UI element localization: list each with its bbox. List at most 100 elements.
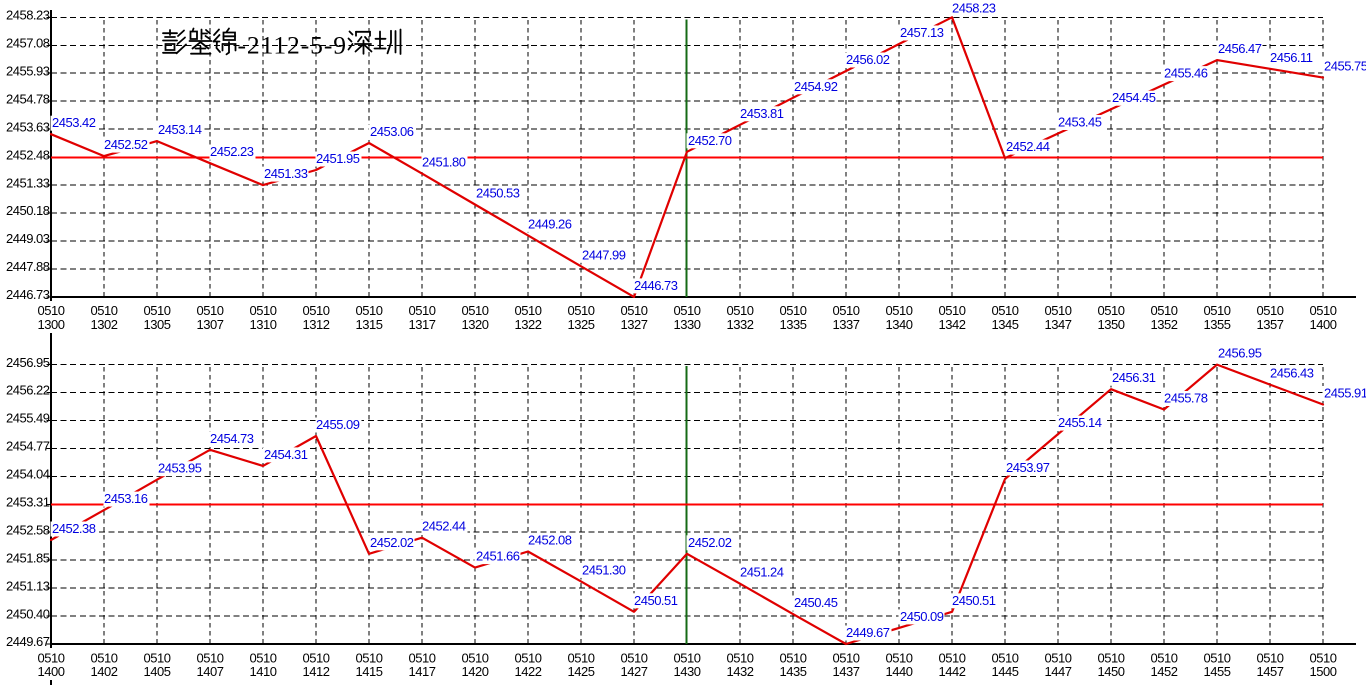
svg-text:0510: 0510 — [250, 303, 277, 318]
svg-text:1337: 1337 — [833, 317, 860, 332]
svg-text:2451.66: 2451.66 — [476, 549, 520, 564]
svg-text:2453.42: 2453.42 — [52, 115, 96, 130]
svg-text:2453.06: 2453.06 — [370, 124, 414, 139]
svg-text:0510: 0510 — [1045, 303, 1072, 318]
svg-text:1445: 1445 — [992, 664, 1019, 679]
svg-text:2447.88: 2447.88 — [6, 259, 50, 274]
svg-text:2456.11: 2456.11 — [1270, 50, 1313, 65]
svg-text:0510: 0510 — [197, 650, 224, 665]
svg-text:0510: 0510 — [780, 650, 807, 665]
svg-text:2454.45: 2454.45 — [1112, 90, 1156, 105]
svg-text:2456.02: 2456.02 — [846, 52, 890, 67]
svg-text:0510: 0510 — [568, 650, 595, 665]
svg-text:2451.80: 2451.80 — [422, 155, 466, 170]
svg-text:2452.02: 2452.02 — [370, 535, 414, 550]
svg-text:2451.33: 2451.33 — [264, 166, 308, 181]
svg-text:2455.75: 2455.75 — [1324, 59, 1366, 74]
svg-text:0510: 0510 — [1204, 303, 1231, 318]
svg-text:2454.78: 2454.78 — [6, 91, 50, 106]
svg-text:2455.93: 2455.93 — [6, 63, 50, 78]
svg-text:1407: 1407 — [197, 664, 224, 679]
svg-text:0510: 0510 — [992, 303, 1019, 318]
svg-text:2452.02: 2452.02 — [688, 535, 732, 550]
svg-text:2449.67: 2449.67 — [6, 634, 50, 649]
svg-text:2449.26: 2449.26 — [528, 216, 572, 231]
svg-text:2450.53: 2450.53 — [476, 186, 520, 201]
svg-text:1320: 1320 — [462, 317, 489, 332]
svg-text:0510: 0510 — [462, 303, 489, 318]
svg-text:1432: 1432 — [727, 664, 754, 679]
svg-text:1305: 1305 — [144, 317, 171, 332]
svg-text:2450.45: 2450.45 — [794, 595, 838, 610]
svg-text:1435: 1435 — [780, 664, 807, 679]
svg-text:2453.81: 2453.81 — [740, 106, 784, 121]
svg-text:2454.04: 2454.04 — [6, 467, 50, 482]
svg-text:0510: 0510 — [621, 650, 648, 665]
svg-text:1427: 1427 — [621, 664, 648, 679]
svg-text:2452.44: 2452.44 — [1006, 139, 1050, 154]
svg-text:1450: 1450 — [1098, 664, 1125, 679]
svg-text:0510: 0510 — [1098, 650, 1125, 665]
svg-text:2454.73: 2454.73 — [210, 431, 254, 446]
svg-text:0510: 0510 — [1098, 303, 1125, 318]
svg-text:2449.67: 2449.67 — [846, 625, 890, 640]
svg-text:0510: 0510 — [38, 650, 65, 665]
svg-text:2446.73: 2446.73 — [6, 287, 50, 302]
svg-text:2455.46: 2455.46 — [1164, 66, 1208, 81]
svg-text:1400: 1400 — [1310, 317, 1337, 332]
svg-text:2453.31: 2453.31 — [6, 495, 50, 510]
svg-text:2451.13: 2451.13 — [6, 578, 50, 593]
svg-text:0510: 0510 — [1204, 650, 1231, 665]
svg-text:0510: 0510 — [250, 650, 277, 665]
svg-text:1332: 1332 — [727, 317, 754, 332]
svg-text:1405: 1405 — [144, 664, 171, 679]
svg-text:2455.09: 2455.09 — [316, 417, 360, 432]
svg-text:2451.30: 2451.30 — [582, 562, 626, 577]
svg-text:0510: 0510 — [833, 650, 860, 665]
svg-text:2452.58: 2452.58 — [6, 522, 50, 537]
svg-text:0510: 0510 — [939, 650, 966, 665]
svg-text:2452.52: 2452.52 — [104, 137, 148, 152]
svg-text:1457: 1457 — [1257, 664, 1284, 679]
svg-text:2456.95: 2456.95 — [1218, 346, 1262, 361]
svg-text:2458.23: 2458.23 — [6, 8, 50, 23]
svg-text:1447: 1447 — [1045, 664, 1072, 679]
svg-text:2454.77: 2454.77 — [6, 439, 50, 454]
svg-text:2453.14: 2453.14 — [158, 122, 202, 137]
svg-text:1440: 1440 — [886, 664, 913, 679]
svg-text:2449.03: 2449.03 — [6, 231, 50, 246]
svg-text:2451.24: 2451.24 — [740, 565, 784, 580]
svg-text:1500: 1500 — [1310, 664, 1337, 679]
svg-text:2453.97: 2453.97 — [1006, 460, 1050, 475]
svg-text:2456.95: 2456.95 — [6, 355, 50, 370]
svg-text:0510: 0510 — [1151, 303, 1178, 318]
svg-text:1335: 1335 — [780, 317, 807, 332]
svg-text:2455.49: 2455.49 — [6, 411, 50, 426]
svg-text:2455.78: 2455.78 — [1164, 391, 1208, 406]
svg-text:2451.85: 2451.85 — [6, 550, 50, 565]
svg-text:2452.48: 2452.48 — [6, 147, 50, 162]
svg-text:1302: 1302 — [91, 317, 118, 332]
svg-text:0510: 0510 — [780, 303, 807, 318]
svg-text:2457.13: 2457.13 — [900, 25, 944, 40]
svg-text:2453.63: 2453.63 — [6, 119, 50, 134]
svg-text:1345: 1345 — [992, 317, 1019, 332]
svg-text:2452.23: 2452.23 — [210, 144, 254, 159]
svg-text:0510: 0510 — [515, 303, 542, 318]
svg-text:1315: 1315 — [356, 317, 383, 332]
svg-text:1312: 1312 — [303, 317, 330, 332]
svg-text:0510: 0510 — [1151, 650, 1178, 665]
svg-text:1400: 1400 — [38, 664, 65, 679]
svg-text:1327: 1327 — [621, 317, 648, 332]
svg-text:0510: 0510 — [1045, 650, 1072, 665]
svg-text:1420: 1420 — [462, 664, 489, 679]
svg-text:0510: 0510 — [515, 650, 542, 665]
svg-text:2450.51: 2450.51 — [634, 593, 678, 608]
svg-text:1342: 1342 — [939, 317, 966, 332]
svg-text:1347: 1347 — [1045, 317, 1072, 332]
svg-text:2456.43: 2456.43 — [1270, 366, 1314, 381]
svg-text:1357: 1357 — [1257, 317, 1284, 332]
svg-text:1325: 1325 — [568, 317, 595, 332]
svg-text:2450.40: 2450.40 — [6, 606, 50, 621]
svg-text:0510: 0510 — [1257, 650, 1284, 665]
